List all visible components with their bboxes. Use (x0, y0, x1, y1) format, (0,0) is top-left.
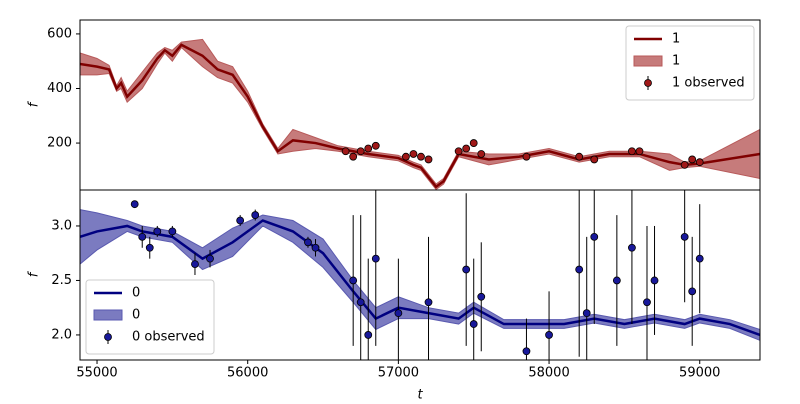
observed-point (695, 158, 704, 167)
observed-point (477, 292, 486, 301)
observed-point (417, 152, 425, 161)
observed-point (575, 152, 584, 161)
observed-point (462, 144, 471, 153)
observed-point (522, 152, 531, 161)
observed-point (650, 276, 659, 285)
observed-point (153, 227, 162, 236)
observed-point (191, 260, 199, 269)
y-tick-label: 2.5 (51, 273, 72, 288)
legend-label: 1 (672, 32, 680, 47)
observed-point (688, 287, 697, 296)
y-tick-label: 3.0 (51, 218, 72, 233)
y-tick-label: 400 (47, 81, 72, 96)
observed-point (575, 265, 584, 274)
observed-point (138, 232, 147, 241)
observed-point (462, 265, 471, 274)
x-tick-label: 56000 (227, 366, 268, 381)
x-axis-label: t (417, 388, 423, 401)
observed-point (469, 139, 478, 147)
observed-point (304, 238, 312, 247)
observed-point (364, 331, 373, 339)
observed-point (168, 227, 177, 236)
observed-point (590, 232, 599, 241)
observed-point (522, 347, 531, 356)
confidence-band (80, 38, 760, 190)
observed-point (356, 298, 365, 307)
y-tick-label: 200 (47, 136, 72, 151)
observed-point (680, 160, 689, 169)
observed-point (356, 147, 365, 156)
observed-point (145, 243, 154, 252)
observed-point (469, 320, 478, 328)
observed-point (402, 152, 410, 161)
observed-point (590, 155, 599, 164)
observed-point (454, 147, 463, 156)
observed-point (477, 150, 486, 158)
observed-point (349, 276, 358, 285)
legend-label: 1 observed (672, 76, 745, 91)
y-axis-label: f (27, 270, 42, 277)
observed-point (628, 147, 636, 156)
observed-point (409, 150, 418, 158)
observed-point (236, 216, 245, 225)
observed-point (582, 309, 591, 318)
legend-box (85, 279, 215, 355)
legend-point (104, 333, 112, 341)
observed-point (688, 155, 697, 164)
observed-point (635, 147, 644, 156)
legend-label: 0 (132, 286, 140, 301)
legend-label: 0 (132, 308, 140, 323)
x-tick-label: 59000 (679, 366, 720, 381)
observed-point (680, 232, 689, 241)
legend-label: 0 observed (132, 330, 205, 345)
y-tick-label: 600 (47, 26, 72, 41)
plot-area (80, 190, 760, 360)
legend-label: 1 (672, 54, 680, 69)
observed-point (251, 211, 260, 219)
mean-line (80, 219, 760, 337)
observed-point (371, 141, 380, 150)
plot-area (80, 38, 760, 190)
observed-point (643, 298, 651, 307)
observed-point (206, 254, 214, 263)
observed-point (424, 155, 433, 164)
observed-point (341, 147, 350, 156)
observed-point (424, 298, 433, 307)
observed-point (130, 200, 139, 209)
observed-point (628, 243, 636, 252)
observed-point (612, 276, 621, 285)
confidence-band (80, 209, 760, 341)
observed-point (364, 144, 373, 153)
legend-box (625, 25, 755, 101)
x-tick-label: 55000 (76, 366, 117, 381)
y-axis-label: f (27, 100, 42, 107)
y-tick-label: 2.0 (51, 327, 72, 342)
legend-point (644, 79, 652, 87)
observed-point (695, 254, 704, 263)
x-tick-label: 57000 (378, 366, 419, 381)
observed-point (349, 152, 358, 161)
observed-point (394, 309, 403, 318)
observed-point (545, 331, 553, 339)
axes-frame (79, 189, 761, 361)
legend-patch (633, 55, 663, 67)
legend-patch (93, 309, 123, 321)
observed-point (311, 243, 320, 252)
observed-point (371, 254, 380, 263)
x-tick-label: 58000 (528, 366, 569, 381)
